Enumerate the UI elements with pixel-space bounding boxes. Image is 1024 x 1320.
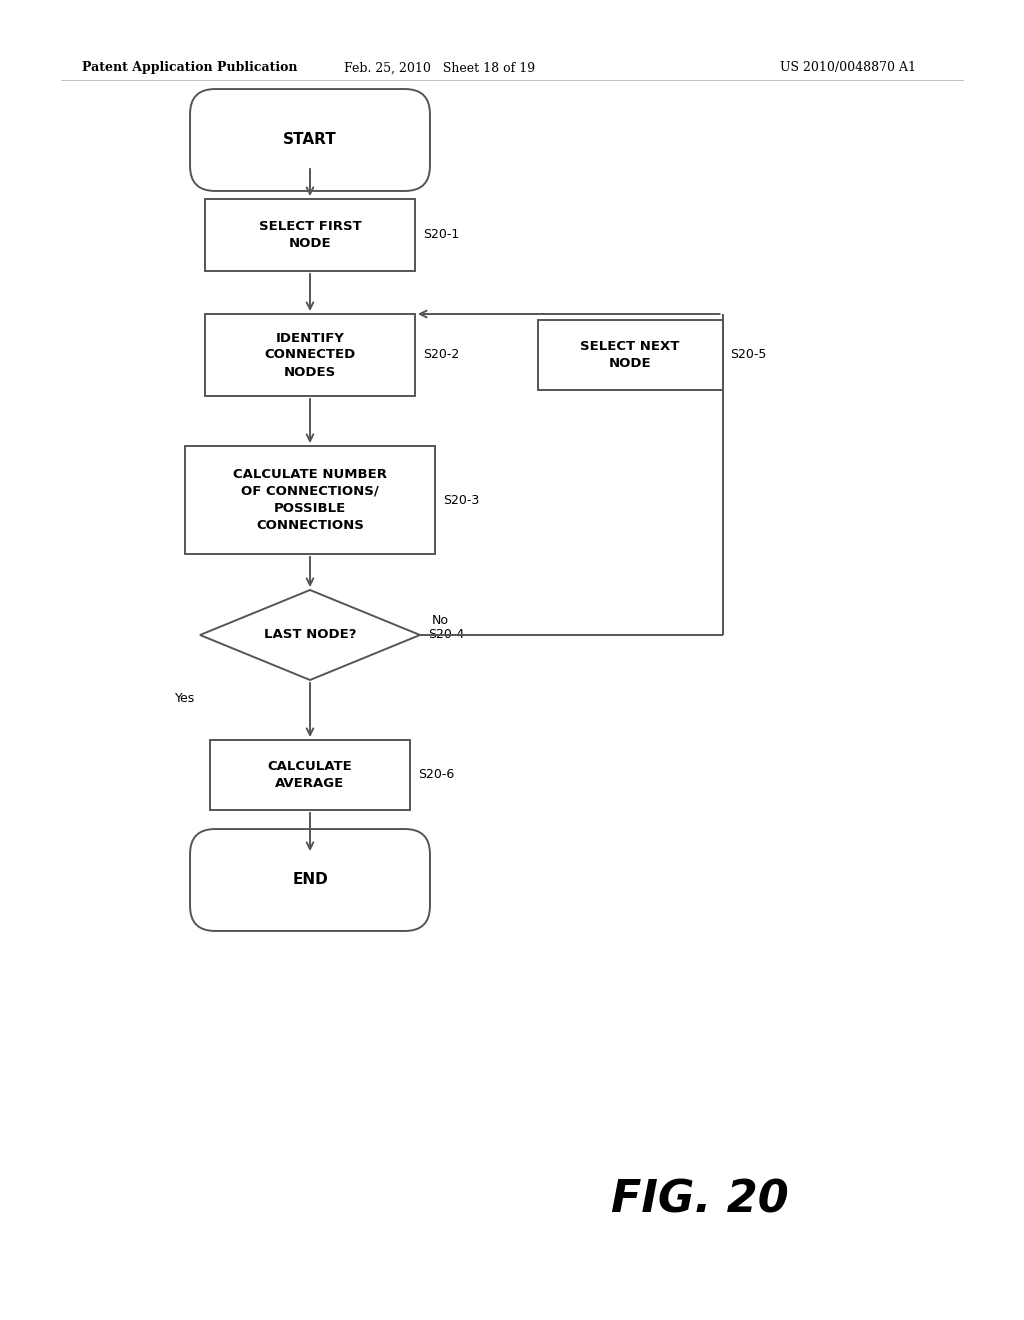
Text: S20-5: S20-5 [730,348,767,362]
FancyBboxPatch shape [190,829,430,931]
Bar [185,446,435,554]
Text: FIG. 20: FIG. 20 [611,1179,788,1221]
Text: Feb. 25, 2010   Sheet 18 of 19: Feb. 25, 2010 Sheet 18 of 19 [344,62,536,74]
Bar [538,319,723,389]
Bar [210,741,410,810]
Text: LAST NODE?: LAST NODE? [264,628,356,642]
Text: CALCULATE NUMBER
OF CONNECTIONS/
POSSIBLE
CONNECTIONS: CALCULATE NUMBER OF CONNECTIONS/ POSSIBL… [233,469,387,532]
Text: CALCULATE
AVERAGE: CALCULATE AVERAGE [267,760,352,789]
Text: S20-1: S20-1 [423,228,459,242]
FancyBboxPatch shape [190,88,430,191]
Text: S20-4: S20-4 [428,628,464,642]
Text: No: No [432,615,449,627]
Text: S20-6: S20-6 [418,768,455,781]
Text: S20-3: S20-3 [443,494,479,507]
Bar [205,199,415,271]
Text: Yes: Yes [175,692,195,705]
Text: IDENTIFY
CONNECTED
NODES: IDENTIFY CONNECTED NODES [264,331,355,379]
Text: Patent Application Publication: Patent Application Publication [82,62,298,74]
Text: S20-2: S20-2 [423,348,459,362]
Text: END: END [292,873,328,887]
Bar [205,314,415,396]
Polygon shape [200,590,420,680]
Text: US 2010/0048870 A1: US 2010/0048870 A1 [780,62,916,74]
Text: SELECT NEXT
NODE: SELECT NEXT NODE [581,341,680,370]
Text: SELECT FIRST
NODE: SELECT FIRST NODE [259,220,361,249]
Text: START: START [283,132,337,148]
